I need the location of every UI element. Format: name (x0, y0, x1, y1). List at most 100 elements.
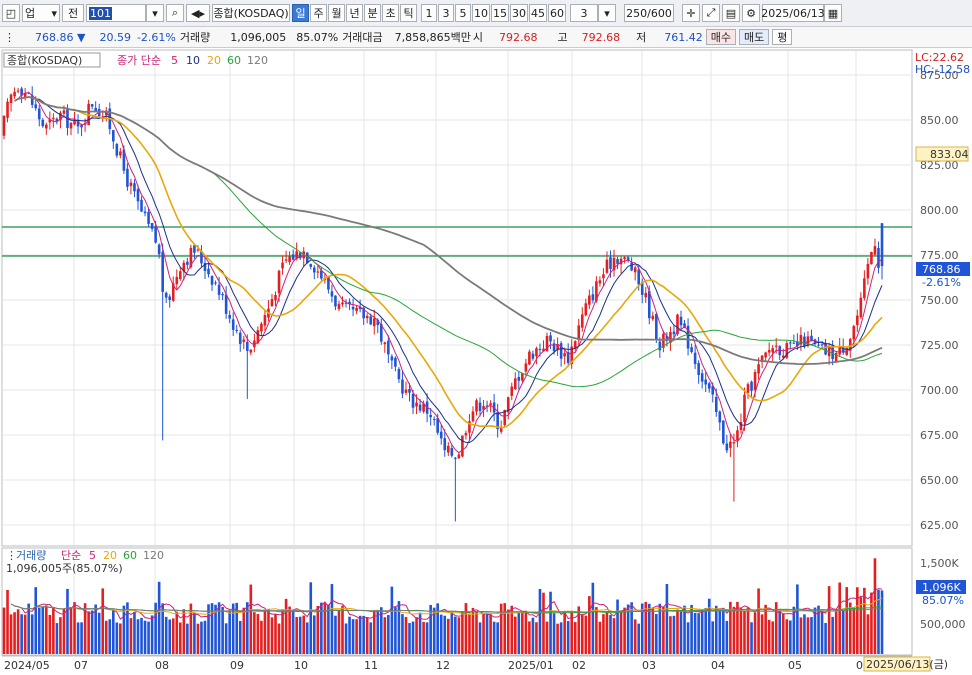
ma5-line (14, 92, 883, 454)
volume-bar (175, 611, 179, 654)
volume-current-text: 1,096,005주(85.07%) (6, 562, 123, 575)
candle-body (200, 251, 203, 264)
tab-month[interactable]: 월 (328, 4, 345, 22)
volume-bar (341, 605, 344, 654)
tab-second[interactable]: 초 (382, 4, 399, 22)
crosshair-icon[interactable]: ✛ (682, 4, 700, 22)
volume-bar (672, 615, 676, 654)
candle-body (284, 259, 288, 261)
menu-icon[interactable]: ⋮ (4, 30, 15, 44)
candle-body (736, 430, 739, 441)
volume-bar (210, 603, 214, 654)
x-tick-label: 04 (711, 659, 725, 672)
tab-week[interactable]: 주 (310, 4, 327, 22)
candle-body (217, 284, 221, 295)
volume-bar (859, 597, 863, 654)
ma120-line (14, 96, 883, 365)
volume-bar (566, 621, 570, 654)
volume-bar (330, 584, 334, 654)
price-tick-label: 875.00 (920, 69, 959, 82)
interval-15[interactable]: 15 (491, 4, 509, 22)
calendar-icon[interactable]: ▦ (824, 4, 842, 22)
chevron-down-icon[interactable]: ▾ (146, 4, 164, 22)
candle-body (848, 339, 852, 351)
candle-body (729, 441, 732, 448)
candle-body (528, 351, 531, 365)
volume-bar (37, 607, 41, 654)
tab-day[interactable]: 일 (292, 4, 309, 22)
volume-bar (838, 582, 841, 654)
interval-10[interactable]: 10 (472, 4, 490, 22)
chevron-down-icon[interactable]: ▾ (598, 4, 616, 22)
tab-tick[interactable]: 틱 (400, 4, 417, 22)
volume-bar (866, 614, 870, 654)
prev-button[interactable]: 전 (62, 4, 84, 22)
candle-body (23, 93, 27, 98)
candle-body (662, 333, 665, 348)
buy-button[interactable]: 매수 (705, 29, 737, 45)
interval-input[interactable]: 3 (570, 4, 598, 22)
volume-bar (221, 606, 224, 654)
volume-bar (80, 622, 83, 654)
volume-bar (69, 607, 73, 654)
interval-30[interactable]: 30 (510, 4, 528, 22)
volume-bar (422, 621, 425, 654)
candle-body (803, 336, 806, 347)
save-icon[interactable]: ▤ (722, 4, 740, 22)
volume-label: 거래량 (179, 31, 211, 44)
candle-body (810, 335, 813, 341)
interval-3[interactable]: 3 (438, 4, 454, 22)
candle-body (224, 294, 228, 314)
volume-bar (52, 607, 55, 654)
volume-bar (383, 617, 387, 654)
volume-bar (806, 617, 810, 654)
index-title-box (3, 52, 101, 68)
x-tick-label: 09 (230, 659, 244, 672)
volume-bar (446, 618, 450, 654)
candle-body (760, 355, 764, 363)
eval-button[interactable]: 평 (772, 29, 793, 45)
volume-bar (524, 610, 528, 654)
candle-body (143, 211, 147, 214)
volume-bar (200, 621, 203, 654)
amount-label: 거래대금 (342, 31, 383, 44)
candle-body (140, 199, 143, 212)
interval-45[interactable]: 45 (529, 4, 547, 22)
market-select[interactable]: 업 ▾ (22, 4, 60, 22)
candle-body (48, 119, 52, 123)
gear-icon[interactable]: ⚙ (742, 4, 760, 22)
volume-bar (429, 604, 432, 654)
volume-ma-label: 단순 (61, 549, 81, 562)
count-input[interactable]: 250/600 (624, 4, 674, 22)
tab-minute[interactable]: 분 (364, 4, 381, 22)
volume-bar (778, 611, 782, 654)
chart-tool-icon[interactable]: ⤢ (702, 4, 720, 22)
tab-year[interactable]: 년 (346, 4, 363, 22)
sell-button[interactable]: 매도 (739, 29, 770, 45)
candle-body (327, 276, 330, 290)
candle-body (52, 117, 55, 119)
volume-bar (362, 615, 365, 654)
volume-bar (623, 607, 626, 654)
ma10-line (14, 96, 883, 444)
candle-body (316, 271, 320, 273)
search-icon[interactable]: ⌕ (166, 4, 184, 22)
candle-body (485, 405, 489, 407)
volume-bar (161, 603, 164, 654)
volume-menu-icon[interactable]: ⋮ (6, 549, 17, 562)
candle-body (41, 119, 45, 127)
stock-chart[interactable]: 종합(KOSDAQ) 종가 단순 5 10 20 60 120 875.00 85… (0, 48, 972, 675)
volume-bar (312, 615, 316, 654)
moving-average-lines (14, 92, 883, 454)
interval-1[interactable]: 1 (421, 4, 437, 22)
speaker-icon[interactable]: ◀▸ (186, 4, 210, 22)
volume-bar (443, 615, 447, 654)
toolbar: ◰ 업 ▾ 전 101 ▾ ⌕ ◀▸ 종합(KOSDAQ) 일 주 월 년 분 초… (0, 0, 972, 27)
layout-icon[interactable]: ◰ (2, 4, 20, 22)
code-input[interactable]: 101 (86, 4, 146, 22)
interval-60[interactable]: 60 (548, 4, 566, 22)
volume-bar (316, 605, 320, 654)
hc-label: HC:-12.58 (915, 63, 970, 76)
interval-5[interactable]: 5 (455, 4, 471, 22)
date-input[interactable]: 2025/06/13 (761, 4, 825, 22)
